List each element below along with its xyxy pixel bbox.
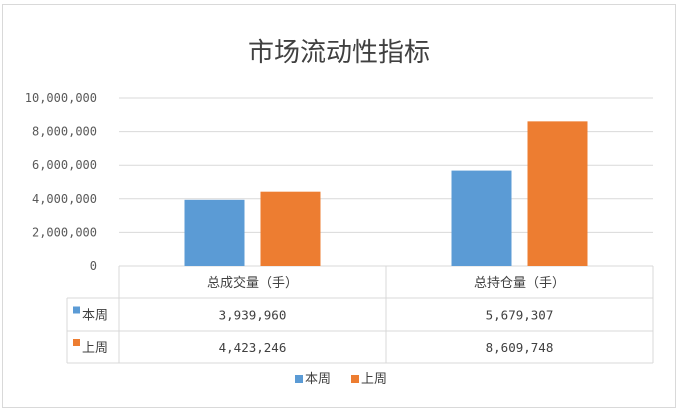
- legend: 本周 上周: [295, 372, 387, 387]
- y-tick-label: 2,000,000: [32, 225, 97, 239]
- series-name: 上周: [82, 341, 108, 356]
- bar: [527, 121, 588, 266]
- category-label: 总持仓量（手）: [474, 276, 565, 291]
- legend-label: 上周: [361, 372, 387, 387]
- category-label: 总成交量（手）: [207, 275, 298, 291]
- bar: [451, 170, 512, 266]
- legend-swatch: [295, 375, 303, 383]
- chart-frame: 市场流动性指标 0 2,000,000 4,000,000 6,000,000 8,00…: [2, 4, 676, 408]
- data-label: 4,423,246: [219, 340, 287, 355]
- data-label: 3,939,960: [219, 308, 287, 323]
- y-tick-label: 8,000,000: [32, 125, 97, 139]
- bar: [184, 199, 245, 266]
- legend-swatch: [351, 375, 359, 383]
- series-key: [73, 339, 80, 346]
- data-label: 5,679,307: [486, 308, 554, 323]
- y-tick-label: 10,000,000: [25, 91, 97, 105]
- liquidity-chart: 市场流动性指标 0 2,000,000 4,000,000 6,000,000 8,00…: [25, 38, 654, 387]
- bars: [184, 121, 588, 266]
- y-tick-label: 4,000,000: [32, 192, 97, 206]
- data-label: 8,609,748: [486, 340, 554, 355]
- data-table: 总成交量（手） 总持仓量（手） 本周 3,939,960 5,679,307 上周 4,42…: [66, 266, 654, 364]
- chart-title: 市场流动性指标: [248, 38, 430, 68]
- y-tick-label: 6,000,000: [32, 158, 97, 172]
- series-name: 本周: [82, 309, 108, 324]
- bar: [260, 191, 321, 266]
- series-key: [73, 306, 80, 314]
- legend-label: 本周: [305, 372, 331, 387]
- y-axis-ticks: 0 2,000,000 4,000,000 6,000,000 8,000,000 10,…: [25, 91, 97, 273]
- y-tick-label: 0: [90, 259, 97, 273]
